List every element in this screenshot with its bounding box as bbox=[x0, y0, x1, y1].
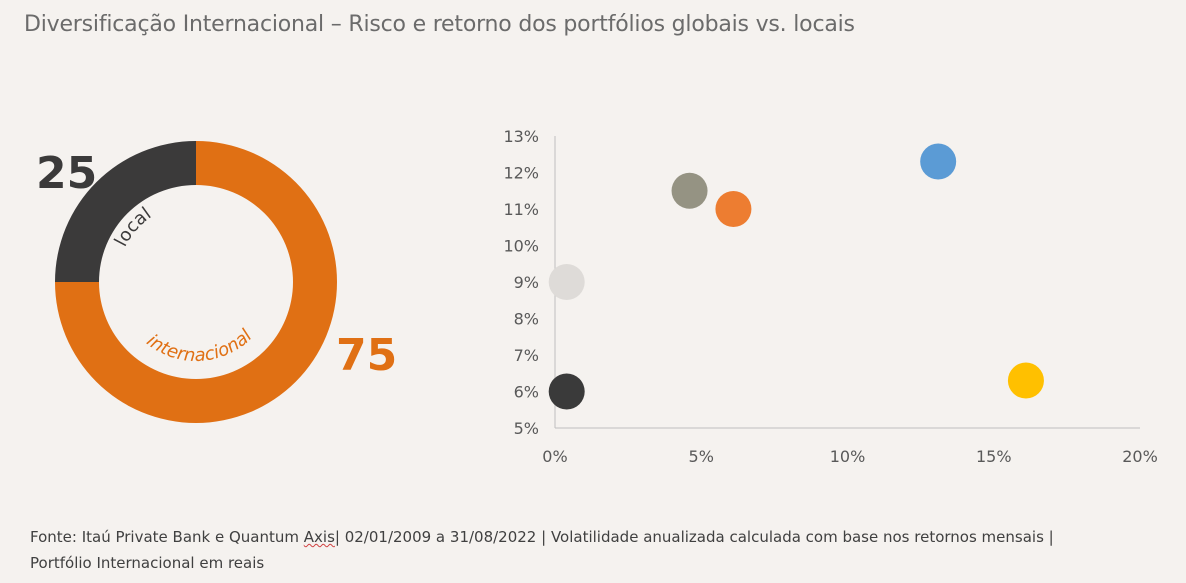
donut-value-internacional: 75 bbox=[336, 330, 397, 381]
donut-slice-local bbox=[55, 141, 196, 282]
footnote-text-rest: | 02/01/2009 a 31/08/2022 | Volatilidade… bbox=[30, 528, 1054, 572]
y-tick-label: 5% bbox=[514, 419, 539, 438]
y-tick-label: 7% bbox=[514, 346, 539, 365]
x-tick-label: 5% bbox=[689, 447, 714, 466]
chart-title: Diversificação Internacional – Risco e r… bbox=[24, 12, 855, 37]
y-tick-label: 12% bbox=[503, 164, 539, 183]
footnote-axis-word: Axis bbox=[303, 528, 335, 546]
y-tick-label: 10% bbox=[503, 237, 539, 256]
footnote-text: Fonte: Itaú Private Bank e Quantum bbox=[30, 528, 304, 546]
y-tick-label: 11% bbox=[503, 200, 539, 219]
y-tick-label: 9% bbox=[514, 273, 539, 292]
donut-slice-internacional bbox=[55, 141, 337, 423]
y-tick-label: 8% bbox=[514, 310, 539, 329]
donut-label-internacional: internacional bbox=[143, 325, 257, 366]
scatter-point bbox=[1007, 362, 1044, 399]
x-tick-label: 20% bbox=[1122, 447, 1158, 466]
scatter-point bbox=[920, 143, 957, 180]
x-tick-label: 10% bbox=[830, 447, 866, 466]
x-tick-label: 0% bbox=[542, 447, 567, 466]
y-tick-label: 6% bbox=[514, 383, 539, 402]
scatter-point bbox=[548, 373, 585, 410]
scatter-point bbox=[671, 172, 708, 209]
scatter-point bbox=[715, 191, 752, 227]
source-footnote: Fonte: Itaú Private Bank e Quantum Axis|… bbox=[30, 524, 1080, 576]
x-tick-label: 15% bbox=[976, 447, 1012, 466]
y-tick-label: 13% bbox=[503, 127, 539, 146]
scatter-point bbox=[548, 264, 585, 300]
donut-value-local: 25 bbox=[36, 148, 97, 199]
